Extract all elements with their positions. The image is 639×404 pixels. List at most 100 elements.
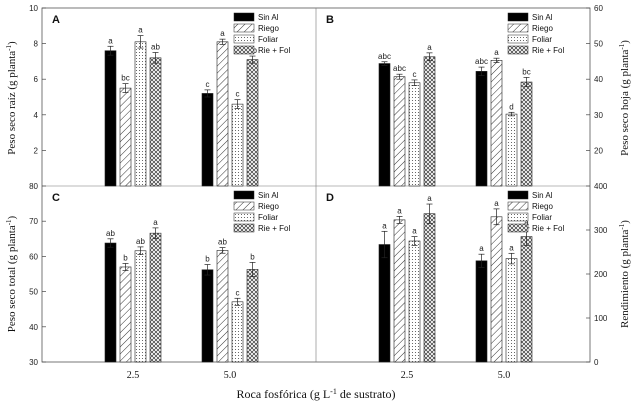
y-axis-title-leaf: Peso seco hoja (g planta-1) [618,40,631,156]
significance-letter: a [397,206,402,215]
legend-label: Riego [532,202,553,211]
significance-letter: a [138,26,143,35]
significance-letter: ab [106,229,115,238]
y-axis-title-yield: Rendimiento (g planta-1) [618,220,631,328]
significance-letter: c [236,90,240,99]
significance-letter: ab [151,43,160,52]
legend-label: Foliar [532,35,552,44]
bar-foliar [408,82,421,187]
legend-swatch [233,201,255,211]
significance-letter: abc [393,64,406,73]
legend: Sin Al Riego Foliar Rie + Fol [233,190,290,233]
bar-foliar [505,113,518,187]
legend-label: Sin Al [258,13,279,22]
legend-label: Sin Al [532,191,553,200]
significance-letter: b [205,254,210,263]
y-tick-label: 400 [594,182,608,191]
legend: Sin Al Riego Foliar Rie + Fol [233,12,290,55]
legend-swatch [233,212,255,222]
y-tick-label: 30 [29,358,38,367]
legend-label: Rie + Fol [532,46,564,55]
legend-swatch [507,201,529,211]
panel-D: D 0 100 200 300 400 a a a a a a a a Sin Al Riego Foliar R… [326,182,608,367]
x-category-label: 5.0 [224,370,237,381]
legend-label: Foliar [258,213,278,222]
bar-sin-al [475,260,488,363]
bar-riego [216,250,229,363]
legend-label: Riego [258,202,279,211]
bar-foliar [231,103,244,187]
bar-rie-fol [149,232,162,363]
bar-riego [393,76,406,187]
bar-sin-al [475,71,488,187]
bar-riego [490,60,503,187]
bar-riego [119,87,132,187]
legend-label: Rie + Fol [258,46,290,55]
y-tick-label: 50 [594,40,603,49]
significance-letter: c [236,288,240,297]
bar-sin-al [201,269,214,363]
legend-label: Sin Al [532,13,553,22]
y-tick-label: 40 [594,75,603,84]
significance-letter: a [412,227,417,236]
legend-swatch [507,34,529,44]
significance-letter: abc [475,57,488,66]
bar-sin-al [104,242,117,363]
legend-swatch [233,223,255,233]
bar-foliar [134,41,147,187]
bar-rie-fol [246,59,259,187]
legend-swatch [507,45,529,55]
legend-swatch [507,12,529,22]
bar-rie-fol [520,236,533,363]
significance-letter: a [494,48,499,57]
significance-letter: a [479,244,484,253]
bar-rie-fol [520,81,533,187]
legend-label: Rie + Fol [258,224,290,233]
significance-letter: ab [218,238,227,247]
y-tick-label: 80 [29,182,38,191]
significance-letter: a [524,218,529,227]
significance-letter: b [250,252,255,261]
y-tick-label: 200 [594,270,608,279]
bar-riego [393,219,406,363]
significance-letter: a [494,199,499,208]
bar-foliar [505,258,518,363]
bar-rie-fol [149,57,162,187]
legend-swatch [233,12,255,22]
legend-swatch [233,34,255,44]
legend-swatch [507,212,529,222]
x-axis-title: Roca fosfórica (g L-1 de sustrato) [237,387,396,401]
significance-letter: a [382,221,387,230]
significance-letter: d [509,102,513,111]
y-axis-title-total: Peso seco total (g planta-1) [5,215,18,332]
y-tick-label: 40 [29,323,38,332]
significance-letter: a [427,194,432,203]
bar-sin-al [378,63,391,187]
legend-label: Rie + Fol [532,224,564,233]
bar-sin-al [378,244,391,363]
legend-label: Riego [532,24,553,33]
significance-letter: a [427,43,432,52]
bar-rie-fol [423,56,436,187]
y-tick-label: 2 [34,146,39,155]
legend-label: Sin Al [258,191,279,200]
y-tick-label: 4 [34,111,39,120]
legend-swatch [233,23,255,33]
y-tick-label: 300 [594,226,608,235]
y-tick-label: 100 [594,314,608,323]
legend-swatch [233,190,255,200]
significance-letter: a [220,29,225,38]
y-tick-label: 6 [34,75,39,84]
y-tick-label: 60 [594,4,603,13]
x-category-label: 2.5 [127,370,140,381]
legend-swatch [507,23,529,33]
bar-foliar [134,250,147,363]
significance-letter: bc [522,67,530,76]
bar-foliar [231,301,244,363]
y-tick-label: 0 [594,358,599,367]
legend-label: Riego [258,24,279,33]
significance-letter: b [123,253,128,262]
